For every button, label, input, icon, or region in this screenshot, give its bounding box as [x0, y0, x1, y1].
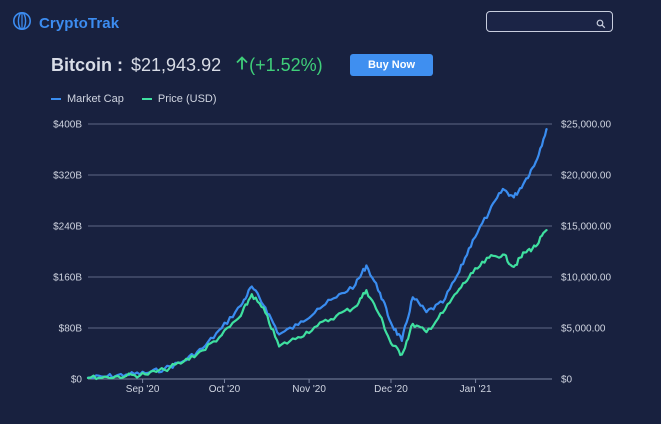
- y-right-tick-label: $20,000.00: [561, 171, 611, 182]
- data-point-price: [411, 322, 414, 326]
- data-point-price: [512, 265, 515, 268]
- data-point-price: [106, 375, 109, 379]
- data-point-price: [441, 311, 444, 314]
- data-point-price: [488, 256, 491, 259]
- data-point-price: [425, 330, 428, 334]
- data-point-market-cap: [335, 296, 338, 299]
- data-point-market-cap: [488, 210, 491, 214]
- data-point-price: [239, 314, 242, 317]
- data-point-price: [264, 311, 267, 314]
- coin-name: Bitcoin :: [51, 54, 123, 75]
- data-point-price: [316, 324, 319, 328]
- data-point-market-cap: [501, 187, 504, 191]
- data-point-market-cap: [354, 283, 357, 286]
- y-right-tick-label: $0: [561, 375, 573, 386]
- data-point-market-cap: [389, 321, 393, 324]
- price-change-value: (+1.52%): [249, 54, 323, 75]
- data-point-price: [400, 353, 403, 356]
- data-point-price: [297, 336, 300, 339]
- data-point-price: [523, 251, 526, 254]
- x-tick-label: Nov '20: [292, 384, 326, 395]
- search-icon[interactable]: [596, 16, 606, 34]
- data-point-market-cap: [378, 291, 382, 295]
- y-left-tick-label: $160B: [53, 273, 82, 284]
- data-point-price: [545, 228, 548, 232]
- data-point-market-cap: [441, 301, 444, 304]
- data-point-price: [354, 305, 357, 308]
- data-point-market-cap: [458, 270, 461, 273]
- data-point-market-cap: [471, 238, 474, 242]
- x-tick-label: Sep '20: [126, 384, 160, 395]
- data-point-price: [163, 368, 166, 371]
- chart-legend: Market Cap Price (USD): [51, 93, 217, 105]
- legend-swatch-price: [141, 98, 152, 100]
- data-point-price: [471, 271, 474, 275]
- search-input[interactable]: [486, 11, 613, 32]
- price-headline: Bitcoin : $21,943.92 (+1.52%): [51, 53, 323, 77]
- price-change: (+1.52%): [235, 55, 323, 76]
- data-point-market-cap: [512, 196, 515, 199]
- app-logo[interactable]: CryptoTrak: [12, 11, 119, 36]
- data-point-market-cap: [400, 339, 403, 342]
- x-tick-label: Dec '20: [374, 384, 408, 395]
- y-right-tick-label: $25,000.00: [561, 120, 611, 131]
- data-point-market-cap: [250, 285, 253, 288]
- data-point-market-cap: [239, 304, 242, 307]
- data-point-price: [501, 253, 504, 256]
- legend-item-market-cap[interactable]: Market Cap: [51, 93, 124, 105]
- data-point-price: [201, 349, 204, 352]
- y-right-tick-label: $15,000.00: [561, 222, 611, 233]
- data-point-market-cap: [316, 307, 319, 310]
- y-left-tick-label: $80B: [59, 324, 83, 335]
- legend-label-market-cap: Market Cap: [67, 93, 124, 105]
- data-point-market-cap: [545, 128, 548, 131]
- data-point-price: [389, 342, 393, 345]
- data-point-market-cap: [201, 347, 204, 350]
- legend-item-price[interactable]: Price (USD): [141, 93, 217, 105]
- series-line-price: [87, 229, 548, 381]
- y-right-tick-label: $10,000.00: [561, 273, 611, 284]
- app-name: CryptoTrak: [39, 15, 120, 32]
- data-point-price: [125, 374, 128, 378]
- data-point-price: [144, 373, 147, 376]
- data-point-price: [335, 314, 338, 317]
- data-point-market-cap: [425, 310, 428, 314]
- data-point-price: [365, 289, 368, 292]
- data-point-market-cap: [534, 161, 537, 164]
- y-left-tick-label: $240B: [53, 222, 82, 233]
- arrow-up-icon: [235, 55, 249, 76]
- series-line-market-cap: [87, 128, 548, 379]
- buy-now-button[interactable]: Buy Now: [350, 54, 433, 76]
- top-bar: CryptoTrak: [0, 0, 661, 44]
- data-point-market-cap: [264, 306, 267, 309]
- data-point-price: [250, 293, 253, 296]
- data-point-price: [277, 345, 281, 348]
- legend-swatch-market-cap: [51, 98, 61, 100]
- data-point-market-cap: [523, 180, 526, 183]
- data-point-market-cap: [277, 333, 281, 336]
- data-point-price: [378, 314, 382, 317]
- globe-icon: [12, 11, 32, 36]
- y-left-tick-label: $400B: [53, 120, 82, 131]
- data-point-market-cap: [411, 296, 414, 299]
- y-right-tick-label: $5,000.00: [561, 324, 606, 335]
- y-left-tick-label: $0: [71, 375, 83, 386]
- data-point-price: [220, 334, 223, 337]
- data-point-market-cap: [220, 326, 223, 330]
- data-point-market-cap: [297, 323, 300, 326]
- x-tick-label: Oct '20: [209, 384, 241, 395]
- data-point-price: [86, 376, 90, 380]
- data-point-price: [534, 245, 537, 248]
- data-point-price: [458, 288, 461, 291]
- x-tick-label: Jan '21: [460, 384, 492, 395]
- data-point-market-cap: [365, 264, 368, 267]
- y-left-tick-label: $320B: [53, 171, 82, 182]
- legend-label-price: Price (USD): [157, 93, 217, 105]
- data-point-price: [182, 360, 185, 363]
- coin-price: $21,943.92: [131, 54, 222, 75]
